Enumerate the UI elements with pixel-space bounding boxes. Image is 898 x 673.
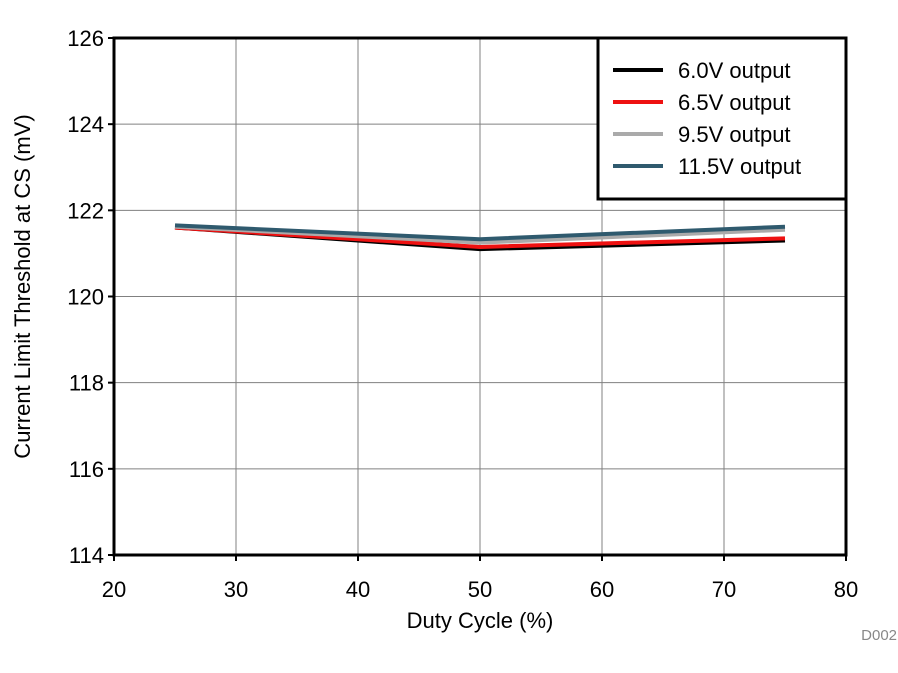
x-tick-labels: 20 30 40 50 60 70 80 [102,555,858,602]
x-tick-label: 30 [224,577,248,602]
y-tick-labels: 114 116 118 120 122 124 126 [67,26,114,568]
series-line-2 [174,225,786,249]
y-tick-label: 124 [67,112,104,137]
legend-label-2: 6.5V output [678,90,791,115]
legend: 6.0V output 6.5V output 9.5V output 11.5V o… [596,36,848,201]
y-tick-label: 114 [69,543,104,568]
y-tick-label: 120 [67,285,104,310]
legend-label-1: 6.0V output [678,58,791,83]
x-tick-label: 70 [712,577,736,602]
x-tick-label: 50 [468,577,492,602]
series-lines [174,223,786,252]
x-tick-label: 40 [346,577,370,602]
x-tick-label: 80 [834,577,858,602]
figure-code: D002 [861,627,897,644]
x-axis-label: Duty Cycle (%) [407,608,554,633]
x-tick-label: 20 [102,577,126,602]
y-tick-label: 118 [69,371,104,396]
y-tick-label: 116 [69,457,104,482]
y-axis-label: Current Limit Threshold at CS (mV) [10,114,35,458]
series-line-3 [174,224,786,245]
y-tick-label: 126 [67,26,104,51]
legend-label-3: 9.5V output [678,122,791,147]
x-tick-label: 60 [590,577,614,602]
legend-label-4: 11.5V output [678,154,801,179]
legend-box [596,36,848,201]
y-tick-label: 122 [67,198,104,223]
series-line-4 [174,223,786,242]
